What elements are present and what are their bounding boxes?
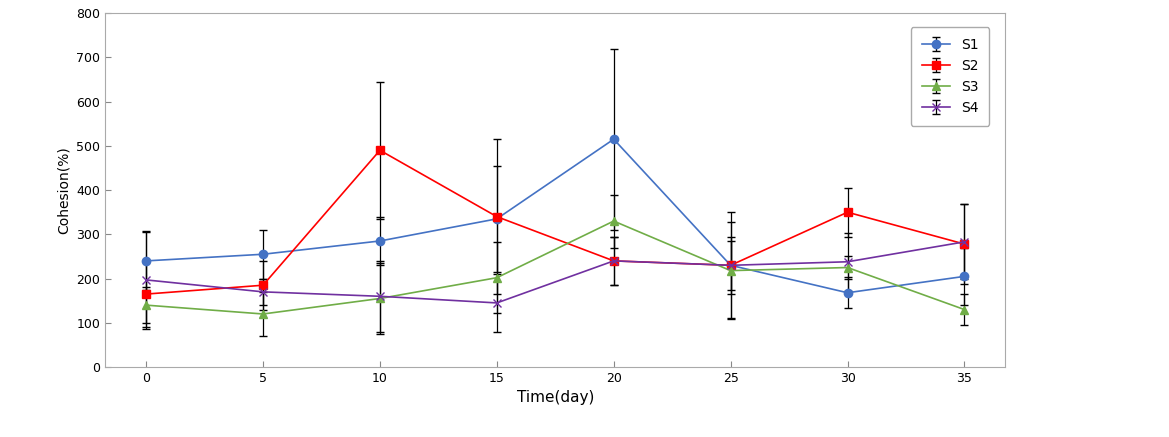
- Legend: S1, S2, S3, S4: S1, S2, S3, S4: [911, 27, 989, 126]
- X-axis label: Time(day): Time(day): [517, 391, 594, 406]
- Y-axis label: Cohesion(%): Cohesion(%): [57, 146, 71, 234]
